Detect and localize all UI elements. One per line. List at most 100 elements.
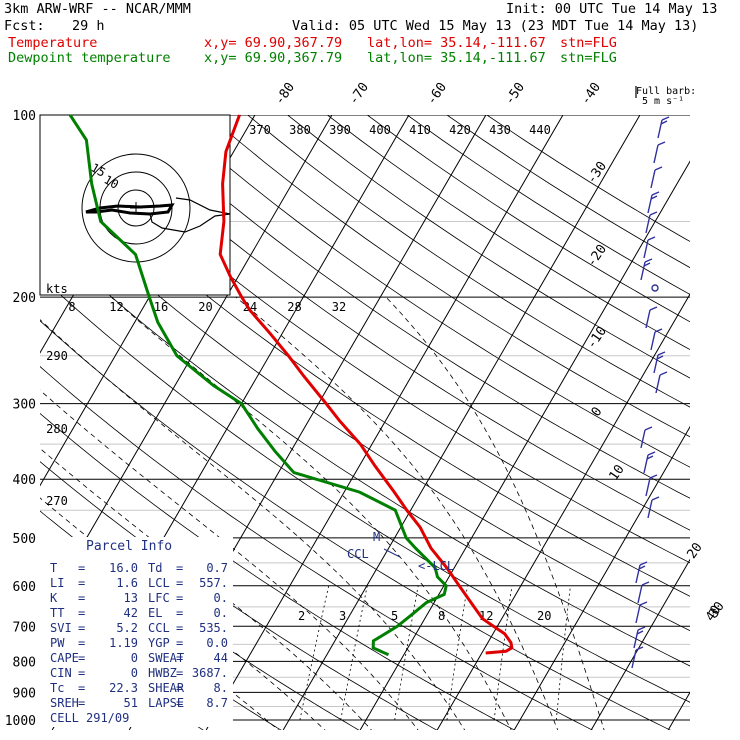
parcel-k-name: SWEAT bbox=[148, 651, 185, 665]
dry-adiabat bbox=[287, 115, 690, 379]
parcel-k-name: Td bbox=[148, 561, 163, 575]
ccl-label: CCL bbox=[347, 547, 369, 561]
parcel-info-title: Parcel Info bbox=[86, 539, 173, 554]
isotherm-label: 10 bbox=[606, 462, 627, 483]
isotherm bbox=[436, 293, 690, 730]
parcel-equals: = bbox=[78, 666, 86, 680]
dry-adiabat bbox=[446, 115, 690, 269]
speed-tick-label: 8 bbox=[68, 300, 75, 314]
model-title: 3km ARW-WRF -- NCAR/MMM bbox=[4, 1, 191, 17]
barb-legend-title: Full barb: bbox=[636, 86, 696, 97]
theta-label: 370 bbox=[249, 123, 271, 137]
parcel-v-value: 0 bbox=[130, 666, 138, 680]
parcel-v-value: 16.0 bbox=[109, 561, 138, 575]
mixing-ratio-label: 8 bbox=[438, 609, 445, 623]
parcel-equals: = bbox=[176, 606, 184, 620]
wind-barb-flag bbox=[649, 306, 658, 311]
isotherm-label: -40 bbox=[578, 80, 604, 108]
parcel-v-value: 42 bbox=[123, 606, 138, 620]
pressure-tick-label: 100 bbox=[13, 109, 36, 124]
pressure-tick-label: 800 bbox=[13, 655, 36, 670]
parcel-v-value: 44 bbox=[213, 651, 228, 665]
parcel-equals: = bbox=[78, 576, 86, 590]
pressure-tick-label: 1000 bbox=[5, 714, 36, 729]
wind-barb-flag bbox=[644, 258, 653, 263]
hodograph-ring-5 bbox=[117, 189, 155, 227]
parcel-v-value: 0. bbox=[213, 591, 228, 605]
parcel-v-value: 1.6 bbox=[116, 576, 138, 590]
dry-adiabat bbox=[40, 188, 690, 632]
hodograph: 15 10 kts bbox=[39, 114, 231, 296]
pressure-tick-label: 900 bbox=[13, 686, 36, 701]
parcel-cell-label: CELL bbox=[50, 711, 79, 725]
parcel-equals: = bbox=[176, 561, 184, 575]
parcel-equals: = bbox=[78, 591, 86, 605]
parcel-v-value: 535. bbox=[199, 621, 228, 635]
speed-tick-label: 28 bbox=[287, 300, 301, 314]
wind-barb-flag bbox=[637, 626, 646, 631]
wind-barb-flag bbox=[649, 211, 658, 216]
wind-barb-flag bbox=[657, 141, 666, 146]
dry-adiabat bbox=[327, 115, 690, 351]
calm-wind-marker bbox=[651, 284, 659, 292]
init-time: Init: 00 UTC Tue 14 May 13 bbox=[506, 1, 718, 17]
dry-adiabat bbox=[40, 412, 516, 730]
valid-time: Valid: 05 UTC Wed 15 May 13 (23 MDT Tue … bbox=[292, 18, 699, 34]
wind-barb bbox=[643, 454, 649, 474]
wind-barb-flag bbox=[643, 262, 651, 267]
pressure-tick-label: 500 bbox=[13, 532, 36, 547]
mixing-ratio-label: 3 bbox=[339, 609, 346, 623]
hodograph-ring-15 bbox=[81, 153, 191, 263]
moist-adiabat bbox=[40, 389, 419, 730]
mixing-ratio-label: 2 bbox=[298, 609, 305, 623]
dewpoint-legend: Dewpoint temperature bbox=[8, 50, 171, 66]
hodograph-ring-label-15: 15 bbox=[89, 160, 109, 179]
parcel-v-value: 5.2 bbox=[116, 621, 138, 635]
parcel-v-value: 51 bbox=[123, 696, 138, 710]
dry-adiabat bbox=[486, 115, 690, 242]
temperature-xy: x,y= 69.90,367.79 bbox=[204, 35, 343, 51]
speed-tick-label: 16 bbox=[154, 300, 168, 314]
parcel-equals: = bbox=[176, 576, 184, 590]
dry-adiabat bbox=[40, 366, 594, 730]
isotherm-label: -30 bbox=[584, 159, 610, 187]
wind-barb bbox=[631, 649, 637, 669]
hodograph-ring-label-10: 10 bbox=[102, 172, 122, 191]
parcel-equals: = bbox=[78, 681, 86, 695]
theta-left-label: 270 bbox=[46, 494, 68, 508]
wind-barbs bbox=[631, 116, 670, 669]
theta-label: 380 bbox=[289, 123, 311, 137]
moist-adiabat bbox=[110, 296, 512, 730]
parcel-v-value: 0.0 bbox=[206, 636, 228, 650]
speed-tick-label: 32 bbox=[332, 300, 346, 314]
parcel-k-name: SHEAR bbox=[148, 681, 185, 695]
isotherm-label: -80 bbox=[272, 80, 298, 108]
parcel-k-name: PW bbox=[50, 636, 65, 650]
theta-label: 430 bbox=[489, 123, 511, 137]
isotherm bbox=[667, 691, 690, 730]
mixing-ratio-line bbox=[299, 585, 330, 721]
parcel-v-value: 0. bbox=[213, 606, 228, 620]
barb-legend-value: 5 m s⁻¹ bbox=[642, 96, 684, 107]
isotherm-label: -70 bbox=[346, 80, 372, 108]
parcel-equals: = bbox=[78, 636, 86, 650]
parcel-k-name: LCL bbox=[148, 576, 170, 590]
parcel-k-name: CCL bbox=[148, 621, 170, 635]
fcst-value: 29 h bbox=[72, 18, 105, 34]
wind-barb-flag bbox=[650, 195, 658, 200]
isotherm bbox=[359, 160, 690, 730]
parcel-equals: = bbox=[176, 651, 184, 665]
wind-barb bbox=[657, 119, 663, 139]
isotherm-label: -50 bbox=[502, 80, 528, 108]
wind-barb bbox=[645, 309, 651, 329]
isotherm-label: 0 bbox=[589, 404, 606, 419]
parcel-k-name: SREH bbox=[50, 696, 79, 710]
parcel-equals: = bbox=[78, 621, 86, 635]
parcel-equals: = bbox=[176, 696, 184, 710]
fcst-label: Fcst: bbox=[4, 18, 45, 34]
wind-barb-flag bbox=[647, 451, 656, 456]
parcel-k-name: Tc bbox=[50, 681, 65, 695]
parcel-k-name: LFC bbox=[148, 591, 170, 605]
parcel-v-value: 0.7 bbox=[206, 561, 228, 575]
temperature-profile bbox=[218, 114, 514, 655]
